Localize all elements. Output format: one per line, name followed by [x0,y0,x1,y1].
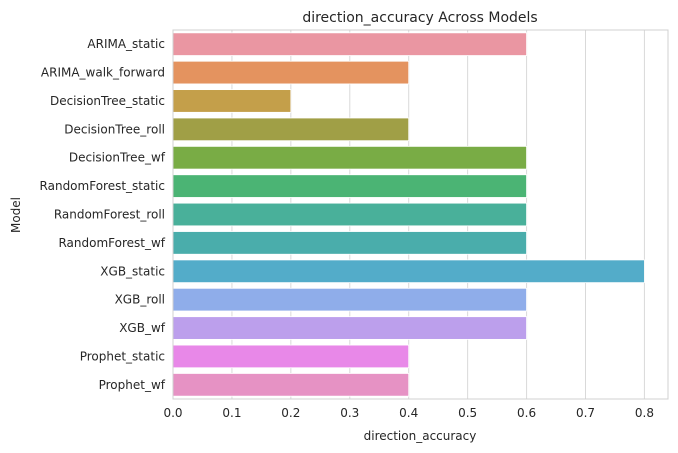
bar-decisiontree-wf [172,145,527,170]
y-tick-label: DecisionTree_roll [64,122,165,136]
bar-xgb-roll [172,287,527,312]
bar-xgb-static [172,259,645,284]
x-tick-label: 0.3 [340,406,359,420]
x-tick-label: 0.4 [399,406,418,420]
y-tick-label: Prophet_wf [99,378,166,392]
x-tick-label: 0.1 [222,406,241,420]
y-tick-label: ARIMA_static [87,37,165,51]
y-tick-label: RandomForest_wf [58,236,165,250]
y-tick-label: RandomForest_static [40,179,165,193]
bar-decisiontree-static [172,89,292,113]
x-tick-label: 0.2 [281,406,300,420]
bar-arima-walk-forward [172,60,410,85]
y-tick-label: XGB_wf [119,321,166,335]
x-tick-label: 0.7 [576,406,595,420]
y-tick-label: RandomForest_roll [54,208,165,222]
x-tick-labels: 0.0 0.1 0.2 0.3 0.4 0.5 0.6 0.7 0.8 [163,406,654,420]
x-axis-label: direction_accuracy [364,429,477,443]
x-tick-label: 0.6 [517,406,536,420]
y-tick-label: Prophet_static [80,349,165,363]
bar-randomforest-static [172,174,527,198]
x-tick-label: 0.5 [458,406,477,420]
y-tick-label: DecisionTree_wf [69,151,166,165]
y-tick-labels: ARIMA_static ARIMA_walk_forward DecisionTr… [40,37,166,392]
bar-randomforest-wf [172,231,527,255]
y-tick-label: ARIMA_walk_forward [41,66,165,80]
bar-randomforest-roll [172,202,527,227]
chart-title: direction_accuracy Across Models [302,10,537,26]
bar-arima-static [172,32,527,56]
bar-xgb-wf [172,316,527,340]
x-tick-label: 0.8 [635,406,654,420]
y-tick-label: XGB_static [100,264,165,278]
y-axis-label: Model [9,197,23,233]
y-tick-label: DecisionTree_static [50,94,165,108]
plot-frame [172,29,669,400]
x-tick-label: 0.0 [163,406,182,420]
bar-prophet-static [172,344,410,369]
y-tick-label: XGB_roll [115,293,165,307]
bar-decisiontree-roll [172,117,410,142]
bar-prophet-wf [172,373,410,397]
